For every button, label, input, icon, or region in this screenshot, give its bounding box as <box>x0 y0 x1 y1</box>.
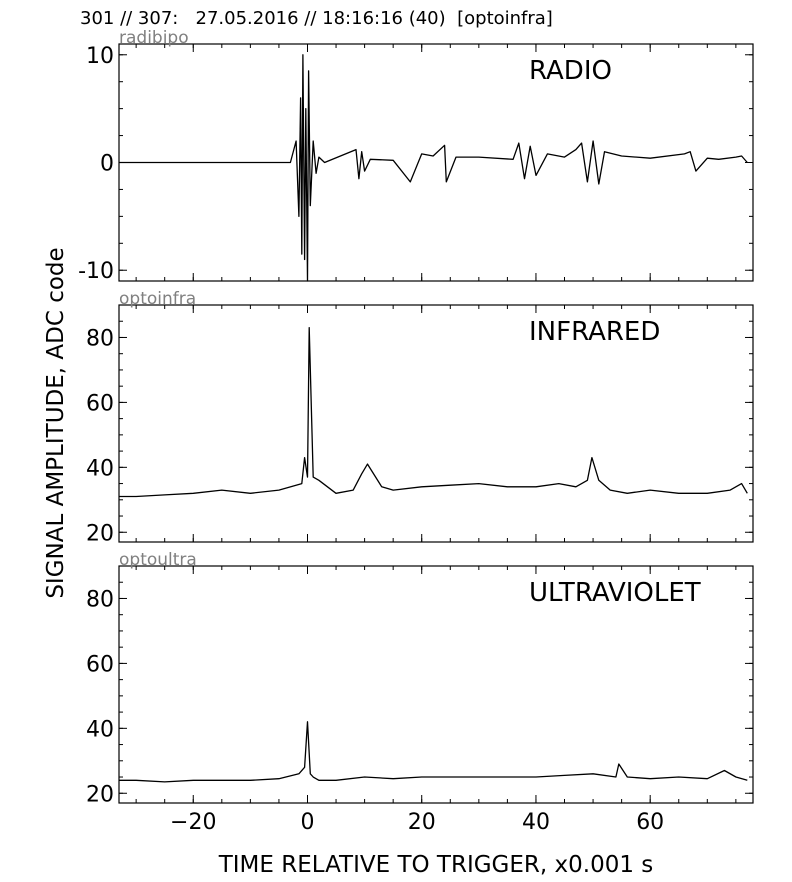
signal-trace-1 <box>119 327 748 498</box>
y-tick-label-2-2: 60 <box>86 652 114 677</box>
x-tick-label-4: 60 <box>636 810 664 835</box>
y-tick-label-2-0: 20 <box>86 782 114 807</box>
plot-header: 301 // 307: 27.05.2016 // 18:16:16 (40) … <box>80 8 553 29</box>
y-tick-label-2-1: 40 <box>86 717 114 742</box>
y-axis-label: SIGNAL AMPLITUDE, ADC code <box>43 247 69 598</box>
panel-title-1: INFRARED <box>529 317 660 347</box>
y-tick-label-1-2: 60 <box>86 391 114 416</box>
panel-title-0: RADIO <box>529 56 612 86</box>
y-tick-label-1-1: 40 <box>86 456 114 481</box>
signal-trace-0 <box>119 54 748 282</box>
panel-title-2: ULTRAVIOLET <box>529 578 701 608</box>
signal-trace-2 <box>119 721 748 783</box>
y-tick-label-0-1: 0 <box>100 152 114 177</box>
y-tick-label-0-2: 10 <box>86 44 114 69</box>
panel-frame-2 <box>118 565 754 804</box>
y-tick-label-0-0: -10 <box>78 259 114 284</box>
channel-label-2: optoultra <box>119 550 197 570</box>
channel-label-0: radibipo <box>119 28 189 48</box>
y-tick-label-1-3: 80 <box>86 326 114 351</box>
panel-frame-1 <box>118 304 754 543</box>
x-tick-label-0: −20 <box>170 810 216 835</box>
channel-label-1: optoinfra <box>119 289 196 309</box>
x-tick-label-1: 0 <box>300 810 314 835</box>
x-tick-label-2: 20 <box>408 810 436 835</box>
y-tick-label-2-3: 80 <box>86 587 114 612</box>
x-tick-label-3: 40 <box>522 810 550 835</box>
x-axis-label: TIME RELATIVE TO TRIGGER, x0.001 s <box>218 852 654 878</box>
y-tick-label-1-0: 20 <box>86 521 114 546</box>
